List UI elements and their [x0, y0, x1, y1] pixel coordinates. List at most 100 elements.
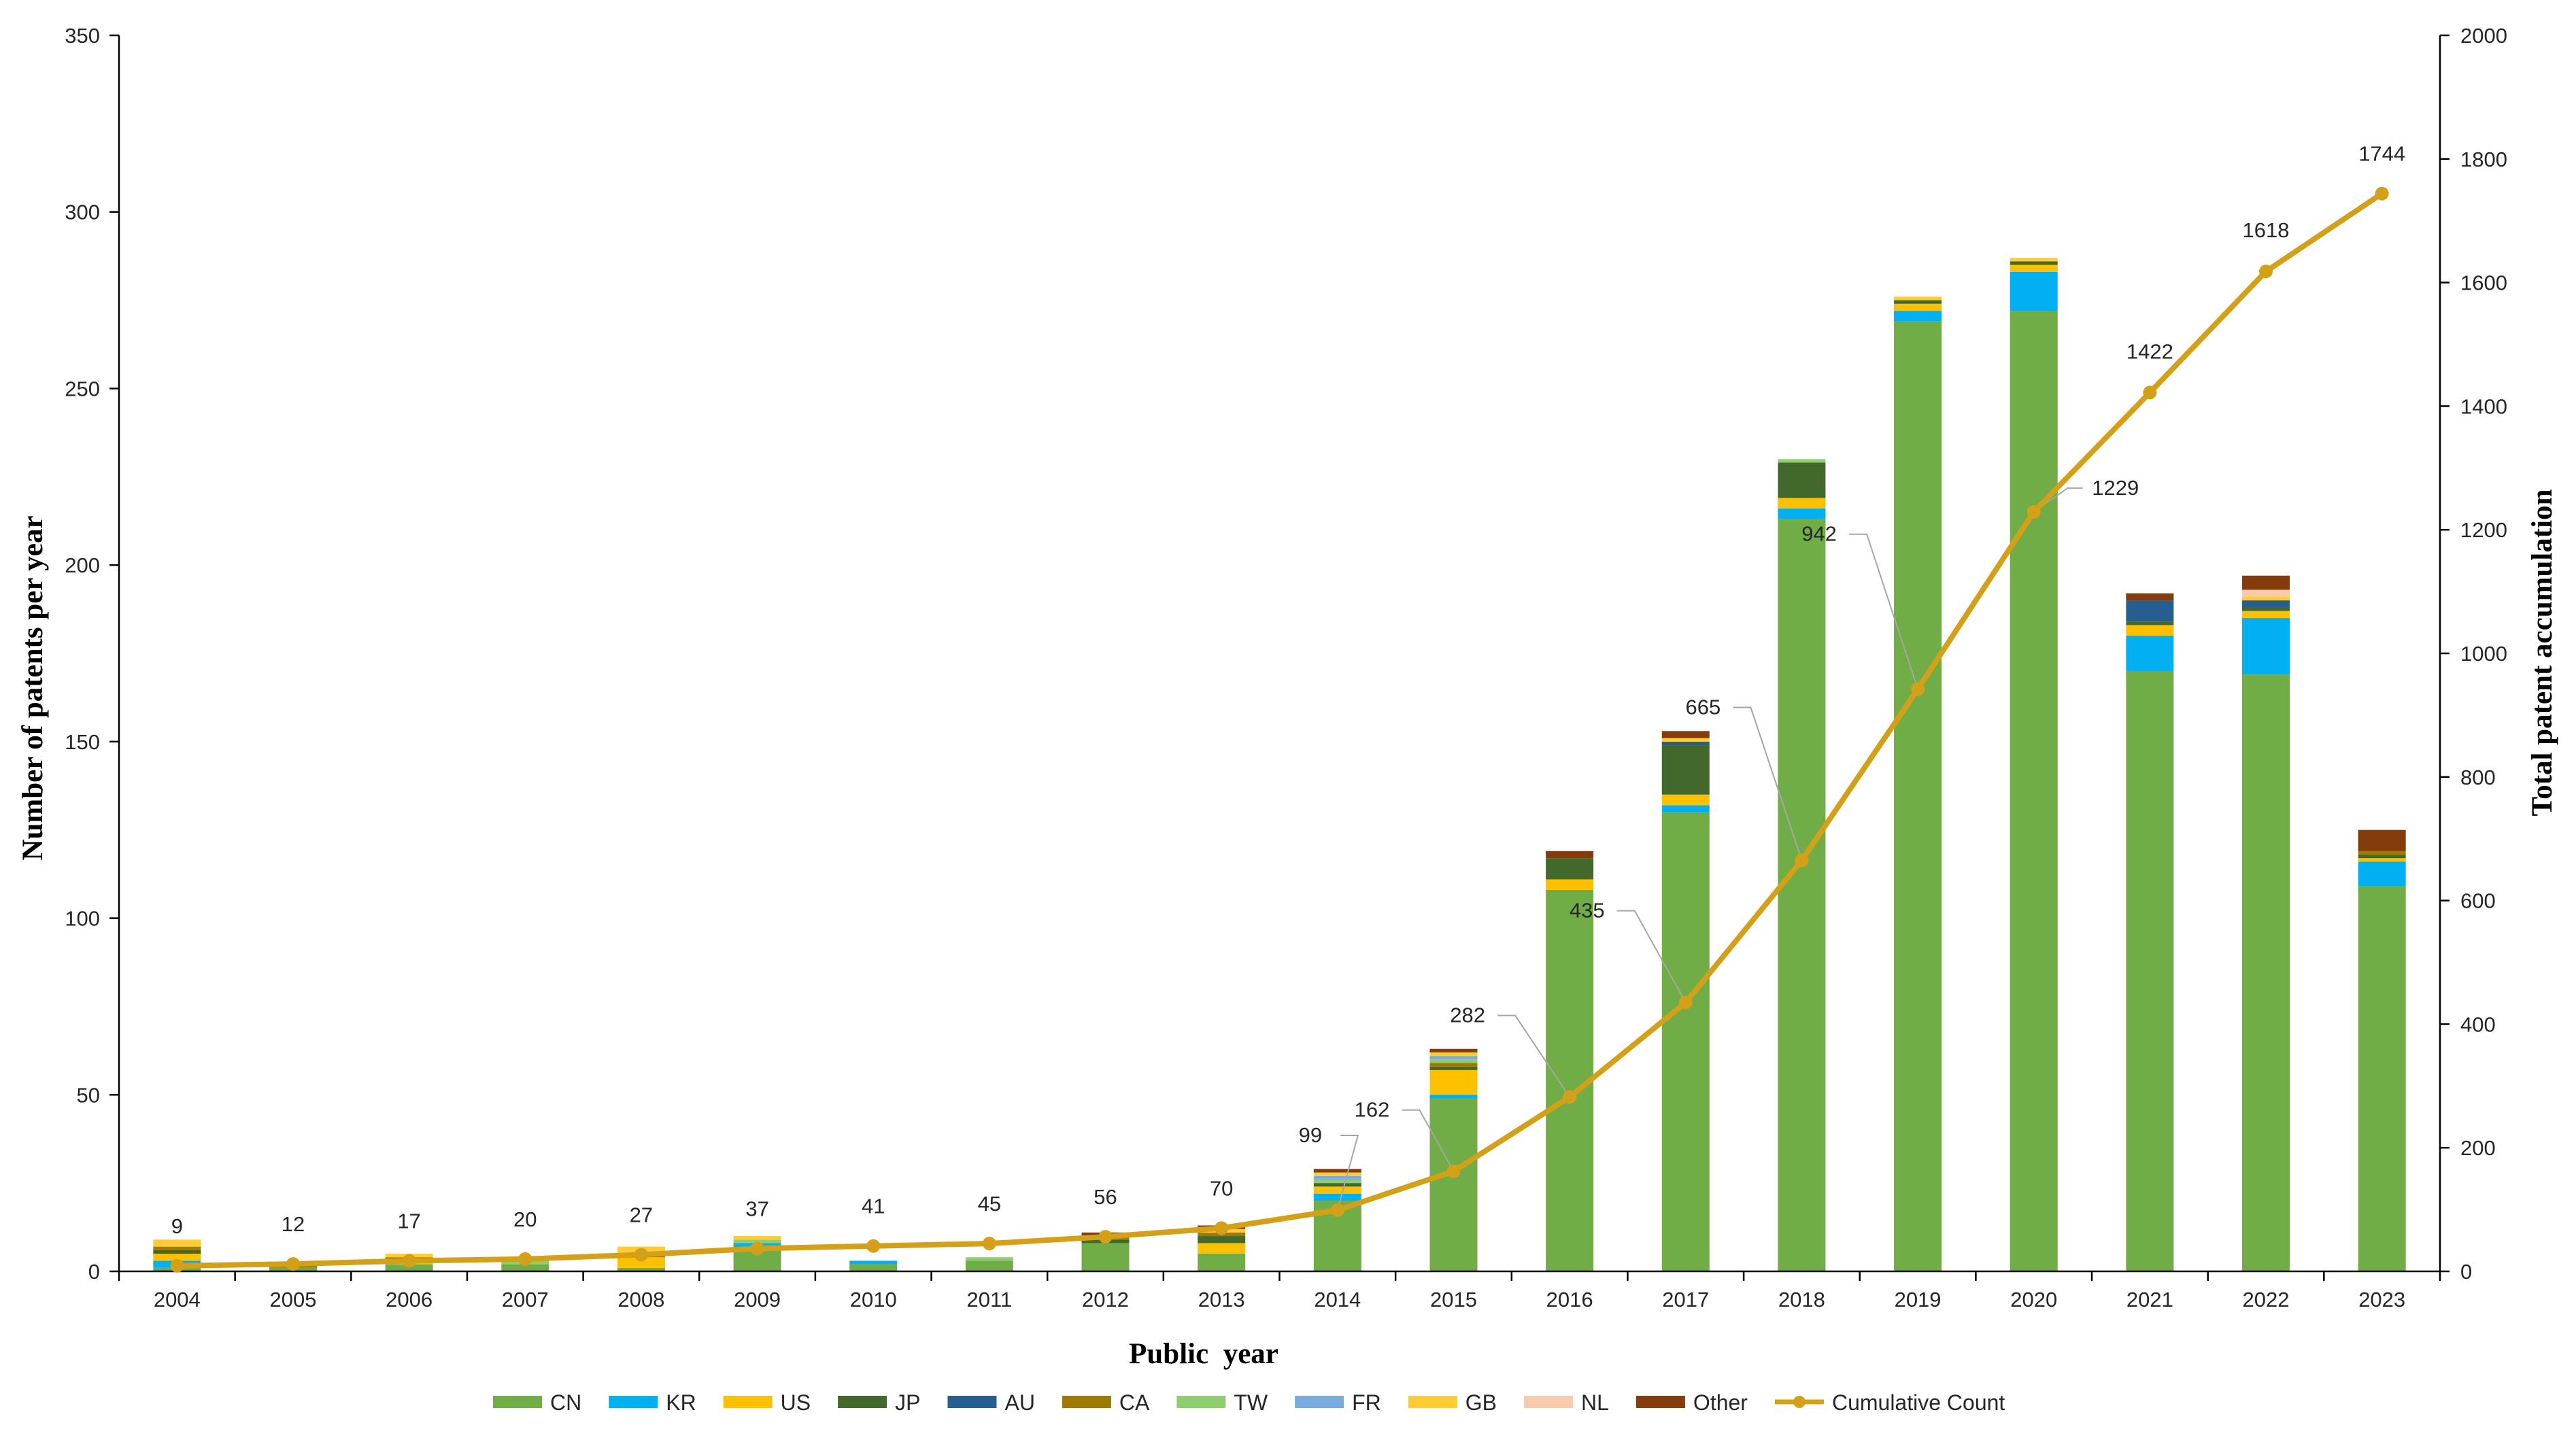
cumulative-label-2022: 1618 — [2243, 218, 2290, 242]
legend-swatch — [1176, 1396, 1226, 1408]
bar-segment-jp-2020 — [2010, 261, 2058, 265]
legend-swatch — [838, 1396, 887, 1408]
bar-segment-us-2019 — [1894, 303, 1942, 311]
bar-segment-jp-2019 — [1894, 300, 1942, 304]
cumulative-point-2018 — [1795, 853, 1809, 868]
y2-tick-label: 2000 — [2460, 24, 2507, 48]
bars-layer — [153, 258, 2406, 1271]
bar-segment-fr-2014 — [1313, 1175, 1361, 1180]
bar-segment-other-2017 — [1661, 731, 1710, 738]
legend-item-fr: FR — [1295, 1390, 1381, 1415]
y2-tick-label: 1600 — [2460, 271, 2507, 295]
cumulative-label-2013: 70 — [1210, 1176, 1233, 1200]
bar-segment-cn-2012 — [1081, 1243, 1130, 1271]
data-label-leader — [1497, 1014, 1570, 1098]
legend-swatch — [947, 1396, 997, 1408]
axes-layer: 0 50 100 150 200 250 300 350 0 200 400 600 800 1000 12… — [65, 24, 2507, 1311]
bar-segment-fr-2015 — [1429, 1056, 1478, 1060]
x-tick-label: 2016 — [1546, 1288, 1593, 1311]
bar-segment-us-2020 — [2010, 264, 2058, 273]
bar-segment-nl-2022 — [2242, 589, 2290, 597]
bar-segment-gb-2022 — [2242, 596, 2290, 601]
bar-segment-cn-2017 — [1661, 812, 1710, 1271]
bar-segment-gb-2004 — [153, 1239, 201, 1247]
bar-segment-kr-2019 — [1894, 311, 1942, 322]
bar-segment-jp-2013 — [1198, 1236, 1246, 1243]
bar-segment-jp-2004 — [153, 1250, 201, 1254]
bar-segment-us-2015 — [1429, 1069, 1478, 1095]
x-tick-label: 2019 — [1895, 1288, 1942, 1311]
bar-segment-other-2014 — [1313, 1169, 1361, 1173]
bar-segment-ca-2015 — [1429, 1063, 1478, 1067]
cumulative-point-2009 — [750, 1241, 764, 1256]
bar-segment-cn-2015 — [1429, 1098, 1478, 1271]
cumulative-label-2012: 56 — [1094, 1185, 1117, 1209]
bar-segment-cn-2022 — [2242, 674, 2290, 1271]
x-tick-label: 2021 — [2126, 1288, 2173, 1311]
cumulative-point-2013 — [1215, 1221, 1229, 1235]
bar-segment-cn-2007 — [501, 1264, 549, 1271]
bar-segment-cn-2020 — [2010, 311, 2058, 1271]
bar-segment-au-2021 — [2126, 600, 2174, 622]
x-tick-label: 2008 — [617, 1288, 664, 1311]
bar-segment-us-2023 — [2358, 858, 2406, 862]
bar-segment-ca-2004 — [153, 1246, 201, 1250]
legend-swatch — [609, 1396, 658, 1408]
legend-label: JP — [895, 1390, 920, 1415]
x-tick-label: 2007 — [502, 1288, 549, 1311]
cumulative-point-2010 — [866, 1239, 881, 1253]
bar-segment-other-2016 — [1546, 851, 1594, 859]
y2-tick-label: 1400 — [2460, 394, 2507, 418]
legend-item-jp: JP — [838, 1390, 920, 1415]
bar-segment-cn-2023 — [2358, 886, 2406, 1271]
cumulative-label-2021: 1422 — [2126, 339, 2173, 363]
cumulative-label-2011: 45 — [978, 1192, 1001, 1216]
bar-segment-tw-2014 — [1313, 1179, 1361, 1184]
x-tick-label: 2005 — [269, 1288, 316, 1311]
cumulative-label-2007: 20 — [513, 1207, 537, 1231]
legend-item-nl: NL — [1524, 1390, 1609, 1415]
legend-swatch — [493, 1396, 542, 1408]
y-axis-label: Number of patents per year — [17, 515, 49, 860]
bar-segment-us-2022 — [2242, 611, 2290, 619]
y-tick-label: 100 — [65, 907, 100, 931]
y-tick-label: 50 — [77, 1083, 100, 1107]
y-tick-label: 150 — [65, 730, 100, 754]
x-tick-label: 2009 — [734, 1288, 781, 1311]
bar-segment-us-2021 — [2126, 625, 2174, 636]
legend-swatch — [1408, 1396, 1457, 1408]
x-axis-label: Public year — [1129, 1338, 1278, 1370]
cumulative-label-2004: 9 — [171, 1214, 183, 1238]
legend-label: Cumulative Count — [1832, 1390, 2005, 1415]
bar-segment-us-2013 — [1198, 1243, 1246, 1254]
bar-segment-us-2018 — [1778, 498, 1826, 509]
bar-segment-gb-2014 — [1313, 1172, 1361, 1176]
y-tick-label: 200 — [65, 553, 100, 577]
bar-segment-kr-2020 — [2010, 272, 2058, 311]
cumulative-point-2007 — [518, 1252, 532, 1266]
x-tick-label: 2023 — [2358, 1288, 2405, 1311]
legend-item-us: US — [723, 1390, 811, 1415]
bar-segment-tw-2011 — [965, 1257, 1013, 1261]
legend-item-tw: TW — [1176, 1390, 1268, 1415]
bar-segment-cn-2021 — [2126, 670, 2174, 1271]
data-label-leader — [1402, 1109, 1455, 1172]
data-label-leader — [1733, 706, 1803, 861]
bar-segment-cn-2010 — [849, 1264, 898, 1271]
bar-segment-ca-2023 — [2358, 851, 2406, 855]
bar-segment-jp-2014 — [1313, 1183, 1361, 1187]
legend-label: CA — [1119, 1390, 1150, 1415]
bar-segment-cn-2018 — [1778, 519, 1826, 1271]
cumulative-label-2005: 12 — [282, 1212, 305, 1236]
cumulative-point-2006 — [402, 1254, 416, 1268]
bar-segment-kr-2018 — [1778, 509, 1826, 519]
bar-segment-jp-2018 — [1778, 462, 1826, 498]
x-tick-label: 2018 — [1778, 1288, 1825, 1311]
legend-label: US — [781, 1390, 811, 1415]
data-label-leader — [1336, 1135, 1359, 1211]
bar-segment-other-2022 — [2242, 575, 2290, 590]
x-tick-label: 2012 — [1082, 1288, 1129, 1311]
legend-item-cn: CN — [493, 1390, 581, 1415]
x-tick-label: 2004 — [154, 1288, 201, 1311]
